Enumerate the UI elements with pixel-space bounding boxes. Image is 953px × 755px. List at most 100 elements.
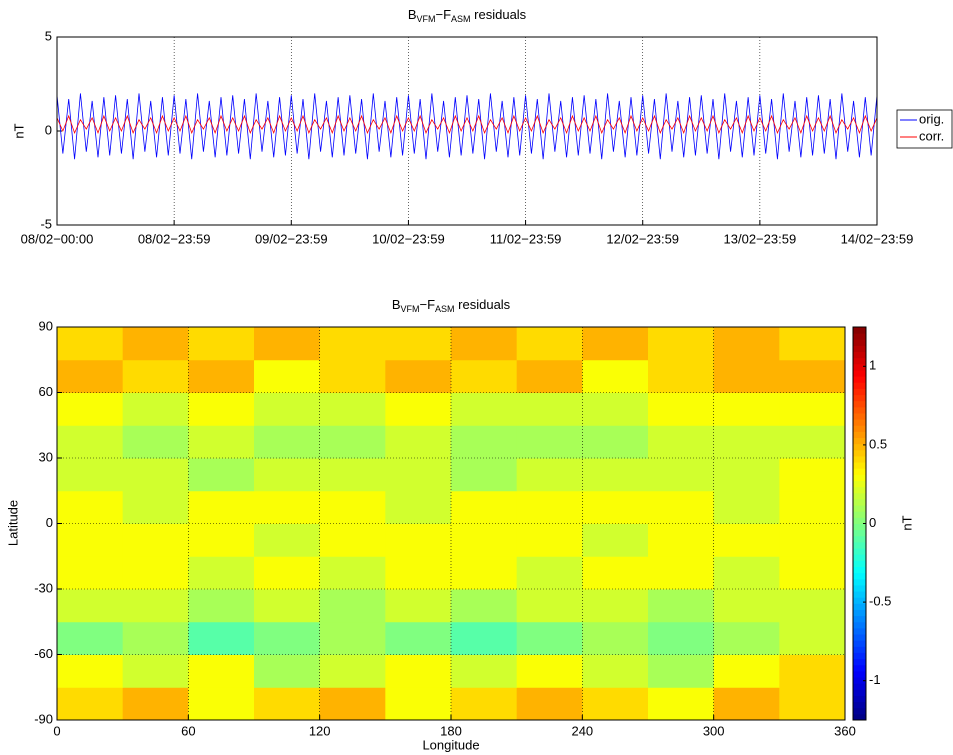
- heat-cell: [451, 392, 518, 426]
- heat-cell: [319, 392, 386, 426]
- colorbar-segment: [853, 406, 866, 414]
- heat-cell: [319, 589, 386, 623]
- heat-cell: [582, 556, 649, 590]
- x-tick-label: 13/02−23:59: [724, 231, 797, 246]
- colorbar-segment: [853, 449, 866, 457]
- x-tick-label: 60: [181, 723, 195, 738]
- y-tick-label: 60: [39, 384, 53, 399]
- heat-cell: [188, 392, 255, 426]
- heat-cell: [385, 589, 452, 623]
- heat-cell: [57, 523, 124, 557]
- heat-cell: [713, 425, 780, 459]
- colorbar-segment: [853, 412, 866, 420]
- heat-cell: [254, 359, 321, 393]
- colorbar-segment: [853, 584, 866, 592]
- heat-cell: [582, 392, 649, 426]
- colorbar-segment: [853, 498, 866, 506]
- heat-cell: [254, 621, 321, 655]
- heat-cell: [122, 490, 189, 524]
- axes-frame: [56, 326, 846, 721]
- heat-cell: [254, 687, 321, 721]
- heat-cell: [779, 654, 846, 688]
- colorbar-tick-label: -1: [869, 672, 881, 687]
- colorbar-segment: [853, 523, 866, 531]
- heat-cell: [122, 392, 189, 426]
- heat-cell: [516, 621, 583, 655]
- colorbar-segment: [853, 615, 866, 623]
- heat-cell: [582, 523, 649, 557]
- colorbar-segment: [853, 437, 866, 445]
- colorbar-segment: [853, 603, 866, 610]
- heat-cell: [57, 654, 124, 688]
- heat-cell: [516, 392, 583, 426]
- colorbar-segment: [853, 369, 866, 377]
- heat-cell: [516, 556, 583, 590]
- heat-cell: [254, 556, 321, 590]
- heat-cell: [451, 687, 518, 721]
- heat-cell: [582, 458, 649, 492]
- heat-cell: [319, 458, 386, 492]
- heat-cell: [648, 425, 715, 459]
- y-tick-label: 5: [45, 28, 52, 43]
- colorbar-tick-label: 0.5: [869, 436, 887, 451]
- heat-cell: [582, 359, 649, 393]
- x-tick-label: 10/02−23:59: [372, 231, 445, 246]
- heat-cell: [648, 490, 715, 524]
- heat-cell: [713, 621, 780, 655]
- colorbar-segment: [853, 486, 866, 494]
- heat-cell: [516, 589, 583, 623]
- heat-cell: [254, 589, 321, 623]
- heat-cell: [319, 654, 386, 688]
- title-part: ASM: [435, 304, 455, 314]
- heat-cell: [319, 327, 386, 361]
- colorbar-segment: [853, 357, 866, 365]
- heat-cell: [254, 490, 321, 524]
- heat-cell: [188, 556, 255, 590]
- heat-cell: [122, 425, 189, 459]
- heat-cell: [779, 425, 846, 459]
- colorbar-segment: [853, 339, 866, 346]
- heat-cell: [385, 392, 452, 426]
- heat-cell: [451, 654, 518, 688]
- heat-cell: [648, 556, 715, 590]
- heat-cell: [188, 490, 255, 524]
- heat-cell: [582, 589, 649, 623]
- heat-cell: [57, 621, 124, 655]
- chart-title: BVFM−FASM residuals: [408, 7, 527, 24]
- heat-cell: [779, 359, 846, 393]
- heat-cell: [516, 490, 583, 524]
- title-part: −F: [419, 297, 435, 312]
- heat-cell: [713, 687, 780, 721]
- colorbar-segment: [853, 560, 866, 567]
- heat-cell: [122, 589, 189, 623]
- colorbar-segment: [853, 455, 866, 463]
- colorbar-label: nT: [899, 515, 914, 530]
- colorbar-segment: [853, 689, 866, 696]
- colorbar-segment: [853, 394, 866, 402]
- colorbar-segment: [853, 363, 866, 371]
- heat-cell: [57, 458, 124, 492]
- heat-cell: [254, 458, 321, 492]
- colorbar-segment: [853, 713, 866, 721]
- heat-cell: [451, 589, 518, 623]
- heat-cell: [713, 589, 780, 623]
- x-tick-label: 11/02−23:59: [490, 231, 562, 246]
- colorbar-segment: [853, 443, 866, 451]
- y-tick-label: -5: [40, 216, 52, 231]
- heat-cell: [582, 327, 649, 361]
- heat-cell: [516, 687, 583, 721]
- legend-box: [896, 109, 953, 149]
- heat-cell: [451, 425, 518, 459]
- colorbar-tick-label: -0.5: [869, 594, 891, 609]
- colorbar-segment: [853, 658, 866, 666]
- colorbar-segment: [853, 529, 866, 537]
- colorbar-segment: [853, 695, 866, 703]
- x-tick-label: 12/02−23:59: [606, 231, 679, 246]
- colorbar-tick-label: 1: [869, 358, 876, 373]
- plot-area: [57, 37, 877, 225]
- heat-cell: [713, 490, 780, 524]
- heat-cell: [779, 458, 846, 492]
- colorbar-segment: [853, 376, 866, 383]
- heat-cell: [779, 556, 846, 590]
- title-part: −F: [435, 7, 451, 22]
